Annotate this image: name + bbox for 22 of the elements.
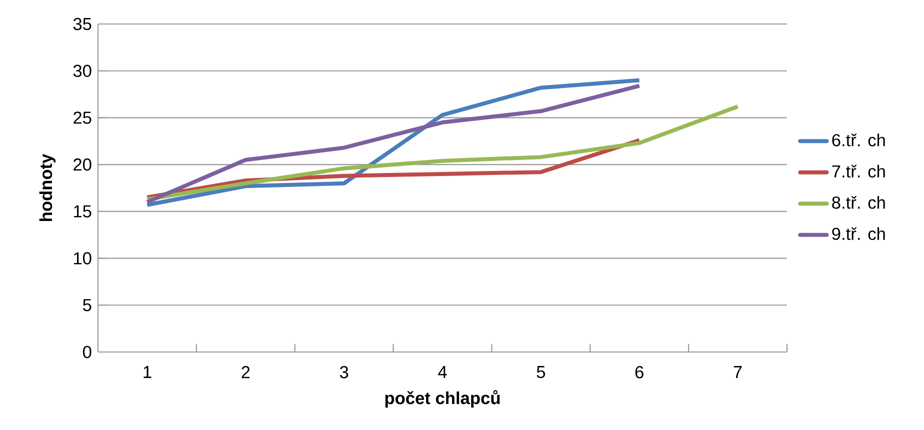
x-tick-label: 5: [536, 366, 546, 378]
y-axis-title: hodnoty: [39, 154, 56, 221]
x-axis-title: počet chlapců: [385, 390, 500, 408]
y-tick-label: 5: [83, 299, 92, 312]
x-tick-label: 2: [242, 366, 250, 378]
legend-label: 6.tř. ch: [832, 134, 885, 146]
x-tick-label: 7: [734, 366, 742, 378]
y-tick-label: 20: [74, 158, 92, 171]
y-tick-label: 30: [73, 64, 92, 77]
x-tick-label: 1: [144, 366, 152, 378]
legend-label: 8.tř. ch: [832, 196, 885, 209]
legend-label: 9.tř. ch: [832, 227, 885, 240]
x-tick-label: 3: [340, 366, 348, 378]
y-tick-label: 10: [74, 252, 92, 264]
x-tick-label: 6: [635, 366, 644, 378]
y-tick-label: 35: [73, 18, 92, 30]
legend-label: 7.tř. ch: [832, 164, 885, 178]
x-tick-label: 4: [438, 366, 447, 378]
line-series: [145, 104, 740, 202]
y-tick-label: 0: [82, 346, 92, 358]
y-tick-label: 15: [74, 205, 92, 218]
y-tick-label: 25: [74, 112, 92, 124]
